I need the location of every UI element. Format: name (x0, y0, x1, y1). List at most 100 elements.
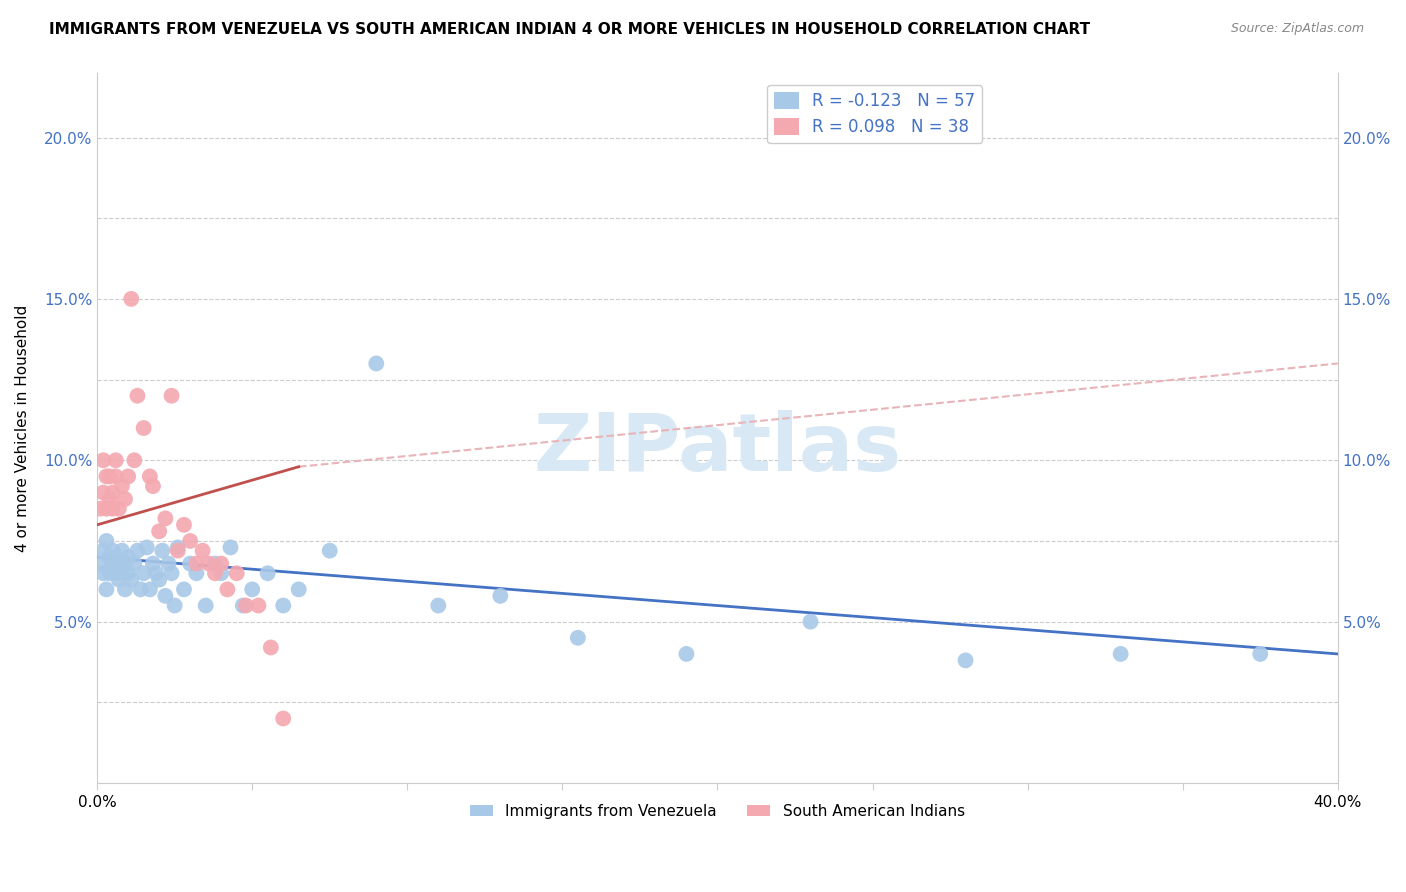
Point (287, 582, 309, 597)
Point (89, 501, 111, 516)
Point (91, 485, 114, 500)
Point (155, 511, 177, 525)
Point (567, 631, 589, 645)
Point (117, 550, 139, 565)
Point (179, 557, 201, 571)
Point (366, 356, 388, 370)
Point (160, 389, 183, 403)
Point (142, 557, 165, 571)
Point (157, 557, 180, 571)
Point (101, 543, 124, 558)
Point (219, 541, 242, 555)
Y-axis label: 4 or more Vehicles in Household: 4 or more Vehicles in Household (15, 304, 30, 551)
Point (148, 524, 170, 539)
Point (160, 566, 183, 581)
Point (204, 566, 226, 581)
Point (124, 557, 146, 571)
Point (127, 543, 149, 558)
Text: ZIPatlas: ZIPatlas (533, 410, 901, 488)
Point (139, 469, 162, 483)
Point (108, 557, 131, 571)
Point (247, 599, 270, 613)
Point (117, 566, 139, 581)
Point (163, 599, 186, 613)
Point (89, 557, 111, 571)
Point (150, 543, 173, 558)
Point (114, 491, 136, 506)
Point (104, 566, 127, 581)
Point (139, 582, 162, 597)
Point (1109, 647, 1132, 661)
Point (799, 615, 821, 629)
Point (955, 653, 977, 667)
Point (101, 485, 124, 500)
Point (256, 566, 278, 581)
Text: IMMIGRANTS FROM VENEZUELA VS SOUTH AMERICAN INDIAN 4 OR MORE VEHICLES IN HOUSEHO: IMMIGRANTS FROM VENEZUELA VS SOUTH AMERI… (49, 22, 1090, 37)
Point (111, 566, 134, 581)
Point (91, 453, 114, 467)
Point (240, 582, 263, 597)
Point (235, 599, 257, 613)
Point (186, 566, 208, 581)
Point (117, 469, 139, 483)
Point (96, 582, 118, 597)
Point (91, 566, 114, 581)
Text: Source: ZipAtlas.com: Source: ZipAtlas.com (1230, 22, 1364, 36)
Point (132, 566, 155, 581)
Point (98, 550, 121, 565)
Point (489, 589, 512, 603)
Point (120, 292, 142, 306)
Point (194, 599, 217, 613)
Point (191, 543, 214, 558)
Point (209, 566, 232, 581)
Point (111, 479, 134, 493)
Point (127, 389, 149, 403)
Legend: Immigrants from Venezuela, South American Indians: Immigrants from Venezuela, South America… (464, 797, 972, 825)
Point (96, 501, 118, 516)
Point (1249, 647, 1271, 661)
Point (104, 469, 127, 483)
Point (98, 566, 121, 581)
Point (101, 501, 124, 516)
Point (132, 421, 155, 435)
Point (271, 711, 294, 725)
Point (104, 550, 127, 565)
Point (179, 533, 201, 548)
Point (173, 517, 195, 532)
Point (96, 469, 118, 483)
Point (114, 582, 136, 597)
Point (98, 491, 121, 506)
Point (319, 543, 342, 558)
Point (120, 573, 142, 587)
Point (166, 543, 188, 558)
Point (675, 647, 697, 661)
Point (145, 566, 167, 581)
Point (104, 453, 127, 467)
Point (101, 557, 124, 571)
Point (98, 469, 121, 483)
Point (166, 541, 188, 555)
Point (427, 599, 450, 613)
Point (111, 543, 134, 558)
Point (108, 573, 131, 587)
Point (142, 479, 165, 493)
Point (108, 501, 131, 516)
Point (148, 573, 170, 587)
Point (135, 541, 157, 555)
Point (114, 557, 136, 571)
Point (225, 566, 247, 581)
Point (96, 533, 118, 548)
Point (124, 453, 146, 467)
Point (197, 557, 219, 571)
Point (155, 589, 177, 603)
Point (129, 582, 152, 597)
Point (271, 599, 294, 613)
Point (232, 599, 254, 613)
Point (260, 640, 283, 655)
Point (186, 557, 208, 571)
Point (91, 543, 114, 558)
Point (173, 582, 195, 597)
Point (209, 557, 232, 571)
Point (204, 557, 226, 571)
Point (217, 582, 239, 597)
